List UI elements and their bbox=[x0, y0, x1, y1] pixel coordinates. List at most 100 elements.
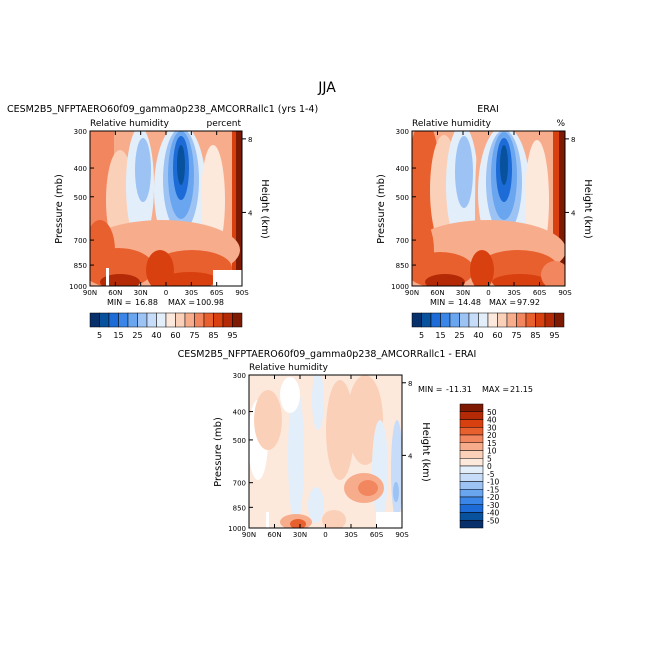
panel-erai-y2label: Height (km) bbox=[582, 179, 593, 239]
x-tick-label: 60N bbox=[267, 531, 281, 539]
panel-diff-axes: 90N 60N 30N 0 30S 60S 90S 300 400 500 700 850 1000 8 4 bbox=[228, 372, 413, 539]
colorbar-swatch bbox=[459, 442, 484, 451]
panel-diff-max-label: MAX = bbox=[482, 385, 509, 394]
panel-model: CESM2B5_NFPTAERO60f09_gamma0p238_AMCORRa… bbox=[7, 104, 318, 340]
x-tick-label: 90S bbox=[395, 531, 409, 539]
y2-tick-label: 4 bbox=[571, 209, 576, 217]
colorbar-label: -15 bbox=[487, 485, 499, 494]
colorbar-swatch bbox=[554, 312, 565, 328]
panel-model-min-label: MIN = bbox=[107, 298, 132, 307]
x-tick-label: 90N bbox=[83, 289, 97, 297]
colorbar-swatch bbox=[459, 312, 470, 328]
panel-model-axes: 90N 60N 30N 0 30S 60S 90S 300 400 500 700 850 1000 8 4 bbox=[69, 128, 253, 297]
panel-erai-title: ERAI bbox=[477, 104, 499, 115]
colorbar-swatch bbox=[137, 312, 148, 328]
colorbar-swatch bbox=[459, 512, 484, 521]
colorbar-label: 20 bbox=[487, 431, 497, 440]
colorbar-swatch bbox=[449, 312, 460, 328]
colorbar-swatch bbox=[497, 312, 508, 328]
panel-erai-field bbox=[412, 131, 565, 286]
x-tick-label: 0 bbox=[323, 531, 327, 539]
colorbar-label: 15 bbox=[113, 331, 123, 340]
panel-erai-min-label: MIN = bbox=[430, 298, 455, 307]
colorbar-label: 85 bbox=[530, 331, 540, 340]
x-tick-label: 30S bbox=[344, 531, 358, 539]
y2-tick-label: 4 bbox=[248, 209, 253, 217]
y2-tick-label: 8 bbox=[248, 136, 252, 144]
panel-diff-min-label: MIN = bbox=[418, 385, 443, 394]
colorbar-label: 40 bbox=[151, 331, 161, 340]
colorbar-swatch bbox=[459, 473, 484, 482]
y-tick-label: 400 bbox=[396, 165, 409, 173]
y2-tick-label: 8 bbox=[571, 136, 575, 144]
colorbar-label: 0 bbox=[487, 462, 492, 471]
x-tick-label: 30N bbox=[134, 289, 148, 297]
y-tick-label: 500 bbox=[396, 194, 409, 202]
y-tick-label: 500 bbox=[74, 194, 87, 202]
colorbar-swatch bbox=[99, 312, 110, 328]
panel-model-max-label: MAX = bbox=[168, 298, 195, 307]
panel-diff: CESM2B5_NFPTAERO60f09_gamma0p238_AMCORRa… bbox=[178, 349, 533, 539]
x-tick-label: 60S bbox=[210, 289, 224, 297]
colorbar-label: 85 bbox=[208, 331, 218, 340]
panel-model-max: 100.98 bbox=[196, 298, 224, 307]
x-tick-label: 60S bbox=[370, 531, 384, 539]
colorbar-swatch bbox=[459, 427, 484, 436]
colorbar-swatch bbox=[203, 312, 214, 328]
panel-diff-y2label: Height (km) bbox=[420, 422, 431, 482]
colorbar-swatch bbox=[175, 312, 186, 328]
colorbar-label: 75 bbox=[189, 331, 199, 340]
x-tick-label: 60N bbox=[108, 289, 122, 297]
colorbar-label: 5 bbox=[97, 331, 102, 340]
colorbar-swatch bbox=[213, 312, 224, 328]
panel-diff-variable: Relative humidity bbox=[249, 363, 329, 373]
colorbar-swatch bbox=[89, 312, 100, 328]
colorbar-label: 40 bbox=[473, 331, 483, 340]
colorbar-label: 60 bbox=[170, 331, 180, 340]
panel-model-field bbox=[90, 131, 242, 286]
panel-model-y2label: Height (km) bbox=[259, 179, 270, 239]
colorbar-swatch bbox=[459, 419, 484, 428]
y-tick-label: 1000 bbox=[69, 283, 87, 291]
panel-erai-units: % bbox=[556, 119, 565, 129]
x-tick-label: 0 bbox=[164, 289, 168, 297]
colorbar-label: -50 bbox=[487, 516, 499, 525]
colorbar-label: -20 bbox=[487, 493, 499, 502]
colorbar-swatch bbox=[525, 312, 536, 328]
colorbar-label: 5 bbox=[487, 454, 492, 463]
colorbar-swatch bbox=[421, 312, 432, 328]
colorbar-swatch bbox=[544, 312, 555, 328]
colorbar-swatch bbox=[516, 312, 527, 328]
y2-tick-label: 8 bbox=[408, 380, 412, 388]
colorbar-label: 75 bbox=[511, 331, 521, 340]
colorbar-swatch bbox=[184, 312, 195, 328]
panel-model-colorbar: 5 15 25 40 60 75 85 95 bbox=[89, 312, 243, 340]
y-tick-label: 700 bbox=[396, 237, 409, 245]
colorbar-label: -10 bbox=[487, 478, 499, 487]
colorbar-swatch bbox=[194, 312, 205, 328]
panel-model-min: 16.88 bbox=[135, 298, 158, 307]
colorbar-label: 10 bbox=[487, 447, 497, 456]
x-tick-label: 30N bbox=[293, 531, 307, 539]
colorbar-swatch bbox=[459, 489, 484, 498]
colorbar-swatch bbox=[459, 504, 484, 513]
y-tick-label: 1000 bbox=[228, 525, 246, 533]
colorbar-label: -5 bbox=[487, 470, 495, 479]
y-tick-label: 300 bbox=[396, 128, 409, 136]
y-tick-label: 400 bbox=[233, 409, 246, 417]
colorbar-swatch bbox=[222, 312, 233, 328]
colorbar-swatch bbox=[146, 312, 157, 328]
colorbar-swatch bbox=[156, 312, 167, 328]
x-tick-label: 30S bbox=[185, 289, 199, 297]
colorbar-swatch bbox=[430, 312, 441, 328]
panel-model-variable: Relative humidity bbox=[90, 119, 170, 129]
colorbar-swatch bbox=[487, 312, 498, 328]
y-tick-label: 400 bbox=[74, 165, 87, 173]
x-tick-label: 30N bbox=[456, 289, 470, 297]
panel-model-title: CESM2B5_NFPTAERO60f09_gamma0p238_AMCORRa… bbox=[7, 104, 318, 115]
colorbar-swatch bbox=[118, 312, 129, 328]
colorbar-label: 60 bbox=[492, 331, 502, 340]
x-tick-label: 90S bbox=[235, 289, 249, 297]
